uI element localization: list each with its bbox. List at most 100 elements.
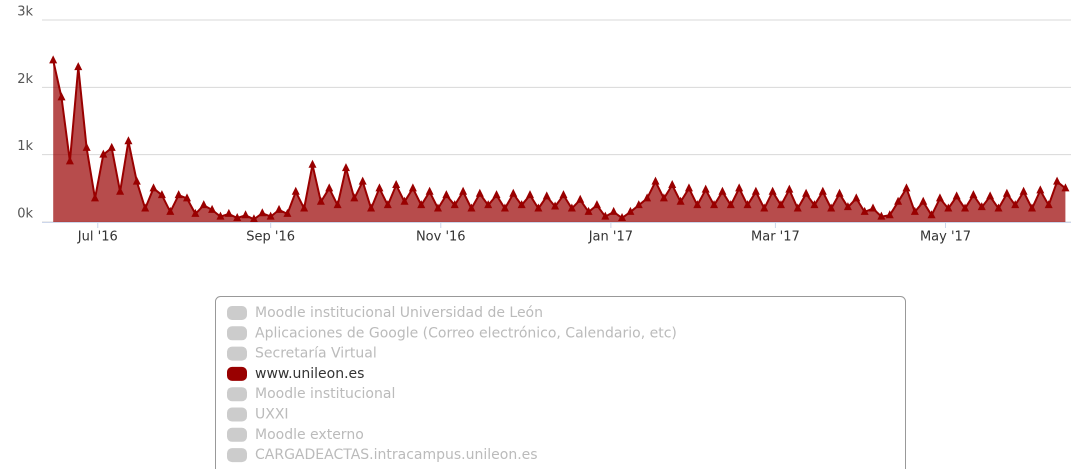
marker: [643, 193, 652, 202]
marker: [65, 156, 74, 165]
y-tick-label: 1k: [17, 139, 33, 154]
marker: [718, 186, 727, 195]
marker: [1027, 203, 1036, 212]
marker: [417, 200, 426, 209]
marker: [1061, 183, 1070, 192]
x-tick-label: Sep '16: [246, 230, 295, 245]
marker: [90, 193, 99, 202]
marker: [467, 203, 476, 212]
marker: [927, 210, 936, 219]
marker: [82, 142, 91, 151]
marker: [1002, 188, 1011, 197]
marker: [894, 196, 903, 205]
marker: [475, 188, 484, 197]
legend-label: www.unileon.es: [255, 366, 364, 382]
marker: [132, 176, 141, 185]
marker: [609, 206, 618, 215]
marker: [542, 191, 551, 200]
marker: [776, 200, 785, 209]
marker: [710, 200, 719, 209]
marker: [1036, 185, 1045, 194]
marker: [350, 193, 359, 202]
marker: [1011, 200, 1020, 209]
marker: [199, 200, 208, 209]
marker: [601, 211, 610, 220]
marker: [291, 186, 300, 195]
legend-swatch: [227, 366, 247, 381]
marker: [835, 188, 844, 197]
marker: [492, 190, 501, 199]
marker: [802, 188, 811, 197]
marker: [559, 190, 568, 199]
marker: [526, 190, 535, 199]
legend-swatch: [227, 407, 247, 422]
marker: [367, 203, 376, 212]
marker: [534, 203, 543, 212]
marker: [275, 204, 284, 213]
marker: [500, 203, 509, 212]
marker: [49, 55, 58, 64]
legend-label: Moodle institucional Universidad de León: [255, 305, 543, 321]
marker: [551, 201, 560, 210]
marker: [358, 176, 367, 185]
legend-swatch: [227, 448, 247, 463]
marker: [1019, 186, 1028, 195]
legend-box: [215, 296, 906, 473]
marker: [852, 193, 861, 202]
marker: [408, 183, 417, 192]
marker: [935, 193, 944, 202]
legend-swatch: [227, 387, 247, 402]
marker: [626, 206, 635, 215]
marker: [994, 203, 1003, 212]
marker: [919, 196, 928, 205]
marker: [149, 183, 158, 192]
marker: [400, 196, 409, 205]
marker: [785, 184, 794, 193]
marker: [860, 206, 869, 215]
marker: [459, 186, 468, 195]
marker: [241, 210, 250, 219]
marker: [969, 190, 978, 199]
legend-label: UXXI: [255, 407, 289, 423]
marker: [316, 196, 325, 205]
marker: [166, 206, 175, 215]
marker: [258, 208, 267, 217]
marker: [1053, 176, 1062, 185]
marker: [124, 136, 133, 145]
x-tick-label: Jul '16: [77, 230, 118, 245]
marker: [450, 200, 459, 209]
marker: [810, 200, 819, 209]
marker: [684, 183, 693, 192]
y-tick-label: 2k: [17, 72, 33, 87]
marker: [827, 203, 836, 212]
marker: [793, 203, 802, 212]
marker: [517, 200, 526, 209]
area: [53, 60, 1066, 223]
marker: [751, 186, 760, 195]
marker: [743, 200, 752, 209]
marker: [208, 204, 217, 213]
marker: [659, 193, 668, 202]
legend-swatch: [227, 306, 247, 320]
marker: [592, 200, 601, 209]
marker: [383, 200, 392, 209]
marker: [701, 184, 710, 193]
marker: [584, 206, 593, 215]
marker: [651, 176, 660, 185]
marker: [157, 190, 166, 199]
marker: [676, 196, 685, 205]
marker: [693, 200, 702, 209]
marker: [141, 203, 150, 212]
marker: [57, 92, 66, 101]
marker: [107, 142, 116, 151]
marker: [735, 183, 744, 192]
marker: [818, 186, 827, 195]
marker: [977, 202, 986, 211]
y-tick-label: 3k: [17, 5, 33, 20]
marker: [618, 212, 627, 221]
marker: [249, 214, 258, 223]
legend-swatch: [227, 427, 247, 442]
marker: [392, 179, 401, 188]
marker: [442, 190, 451, 199]
